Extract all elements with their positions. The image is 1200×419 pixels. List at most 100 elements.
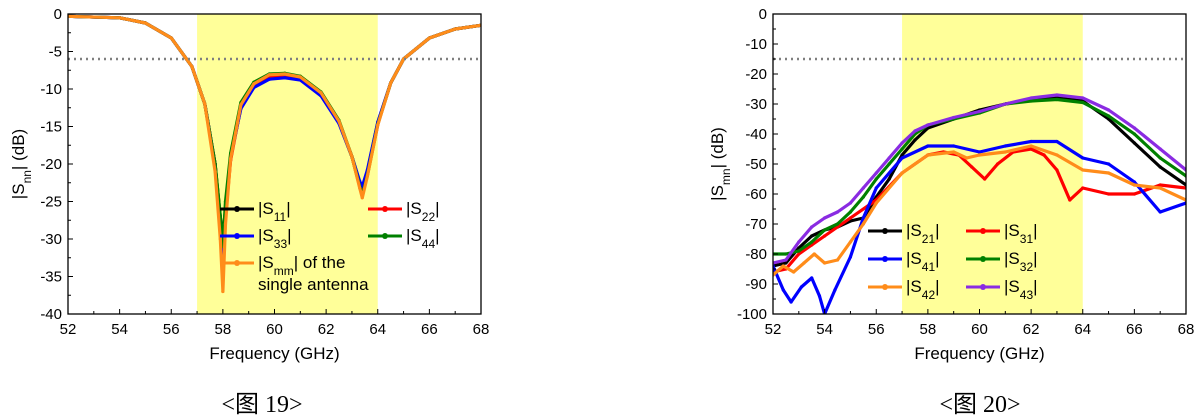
legend-label-sub: 31 (1020, 232, 1034, 246)
data-point (1132, 180, 1136, 184)
legend-label-main: |S (1004, 249, 1020, 268)
x-tick-label: 60 (266, 321, 283, 338)
data-point (848, 216, 853, 220)
data-point (221, 289, 225, 294)
legend-marker (234, 233, 240, 239)
data-point (1029, 147, 1033, 151)
data-point (252, 82, 256, 86)
data-point (337, 119, 341, 123)
data-point (1003, 144, 1007, 148)
legend-label-sub: 42 (922, 288, 936, 302)
data-point (810, 276, 814, 280)
x-tick-label: 68 (1178, 321, 1195, 338)
y-axis-label: |Snn| (dB) (9, 129, 34, 199)
data-point (1106, 162, 1111, 166)
y-tick-label: -5 (49, 44, 62, 61)
data-point (913, 129, 917, 133)
data-point (1029, 96, 1033, 100)
legend: |S21| |S31||S41| |S32||S42| |S43| (868, 221, 1038, 302)
data-point (861, 195, 865, 199)
data-point (298, 75, 302, 79)
data-point (376, 123, 380, 127)
x-tick-label: 64 (369, 321, 386, 338)
data-point (1158, 186, 1162, 190)
figure-caption: <图 20> (939, 392, 1020, 418)
y-tick-label: 0 (54, 6, 62, 23)
y-tick-label: 0 (759, 6, 767, 23)
data-point (964, 156, 969, 160)
data-point (118, 16, 122, 20)
data-point (1132, 141, 1136, 145)
legend-marker (980, 284, 986, 290)
x-tick-label: 58 (215, 321, 232, 338)
data-point (1106, 114, 1111, 118)
x-tick-label: 62 (1023, 321, 1040, 338)
data-point (1132, 132, 1136, 136)
y-tick-label: -35 (40, 269, 62, 286)
data-point (267, 77, 271, 81)
legend-marker (382, 206, 388, 212)
x-axis-label: Frequency (GHz) (209, 344, 339, 363)
data-point (810, 234, 814, 238)
data-point (1003, 102, 1007, 106)
data-point (1029, 99, 1033, 103)
legend-label-main: |S (258, 253, 274, 272)
legend-marker (980, 256, 986, 262)
data-point (1106, 192, 1111, 196)
data-point (874, 177, 878, 181)
legend-label-tail: | (1033, 277, 1037, 296)
data-point (1132, 126, 1136, 130)
data-point (952, 144, 956, 148)
legend-label-tail: | (435, 226, 439, 245)
legend-label-tail: | (935, 277, 939, 296)
legend-label-tail: | (286, 199, 290, 218)
data-point (1055, 139, 1059, 144)
data-point (861, 186, 865, 190)
legend-label-line2: single antenna (258, 275, 369, 294)
x-tick-label: 64 (1074, 321, 1091, 338)
data-point (848, 255, 853, 259)
legend-label: |S43| (1004, 277, 1038, 302)
data-point (1081, 168, 1085, 172)
y-axis-label: |Smn| (dB) (708, 127, 733, 201)
data-point (365, 174, 370, 178)
data-point (1029, 139, 1033, 144)
data-point (926, 153, 930, 157)
legend-marker (382, 233, 388, 239)
chart-20: 52 54 56 58 60 62 64 66 68 0 -10 -20 -30 -40 -50 -60 -70… (708, 6, 1194, 418)
y-axis-label-sub: mn (719, 168, 733, 185)
data-point (781, 288, 785, 292)
legend-label-tail: | (1033, 249, 1037, 268)
legend-label: |Smm| of the (258, 253, 345, 278)
data-point (823, 228, 827, 232)
data-point (239, 103, 243, 107)
y-tick-label: -40 (745, 126, 767, 143)
legend-label: |S42| (906, 277, 940, 302)
legend-label-sub: 32 (1020, 260, 1034, 274)
data-point (887, 156, 891, 160)
data-point (797, 249, 801, 253)
data-point (983, 177, 987, 181)
legend-label-main: |S (906, 277, 922, 296)
data-point (223, 222, 228, 226)
data-point (203, 102, 207, 106)
data-point (977, 153, 982, 157)
data-point (802, 261, 806, 265)
data-point (169, 36, 173, 40)
y-axis-label-main: |S (708, 185, 727, 201)
data-point (1132, 192, 1136, 196)
y-tick-label: -30 (40, 231, 62, 248)
data-point (952, 115, 956, 120)
legend-label-tail: | (287, 226, 291, 245)
data-point (1081, 100, 1085, 105)
legend-label-sub: 41 (922, 260, 936, 274)
data-point (799, 285, 803, 289)
data-point (887, 177, 891, 181)
data-point (1132, 183, 1136, 187)
legend-marker (234, 206, 240, 212)
data-point (1003, 150, 1007, 154)
y-axis-label-tail: | (dB) (708, 127, 727, 168)
legend-label: |S44| (406, 226, 440, 251)
